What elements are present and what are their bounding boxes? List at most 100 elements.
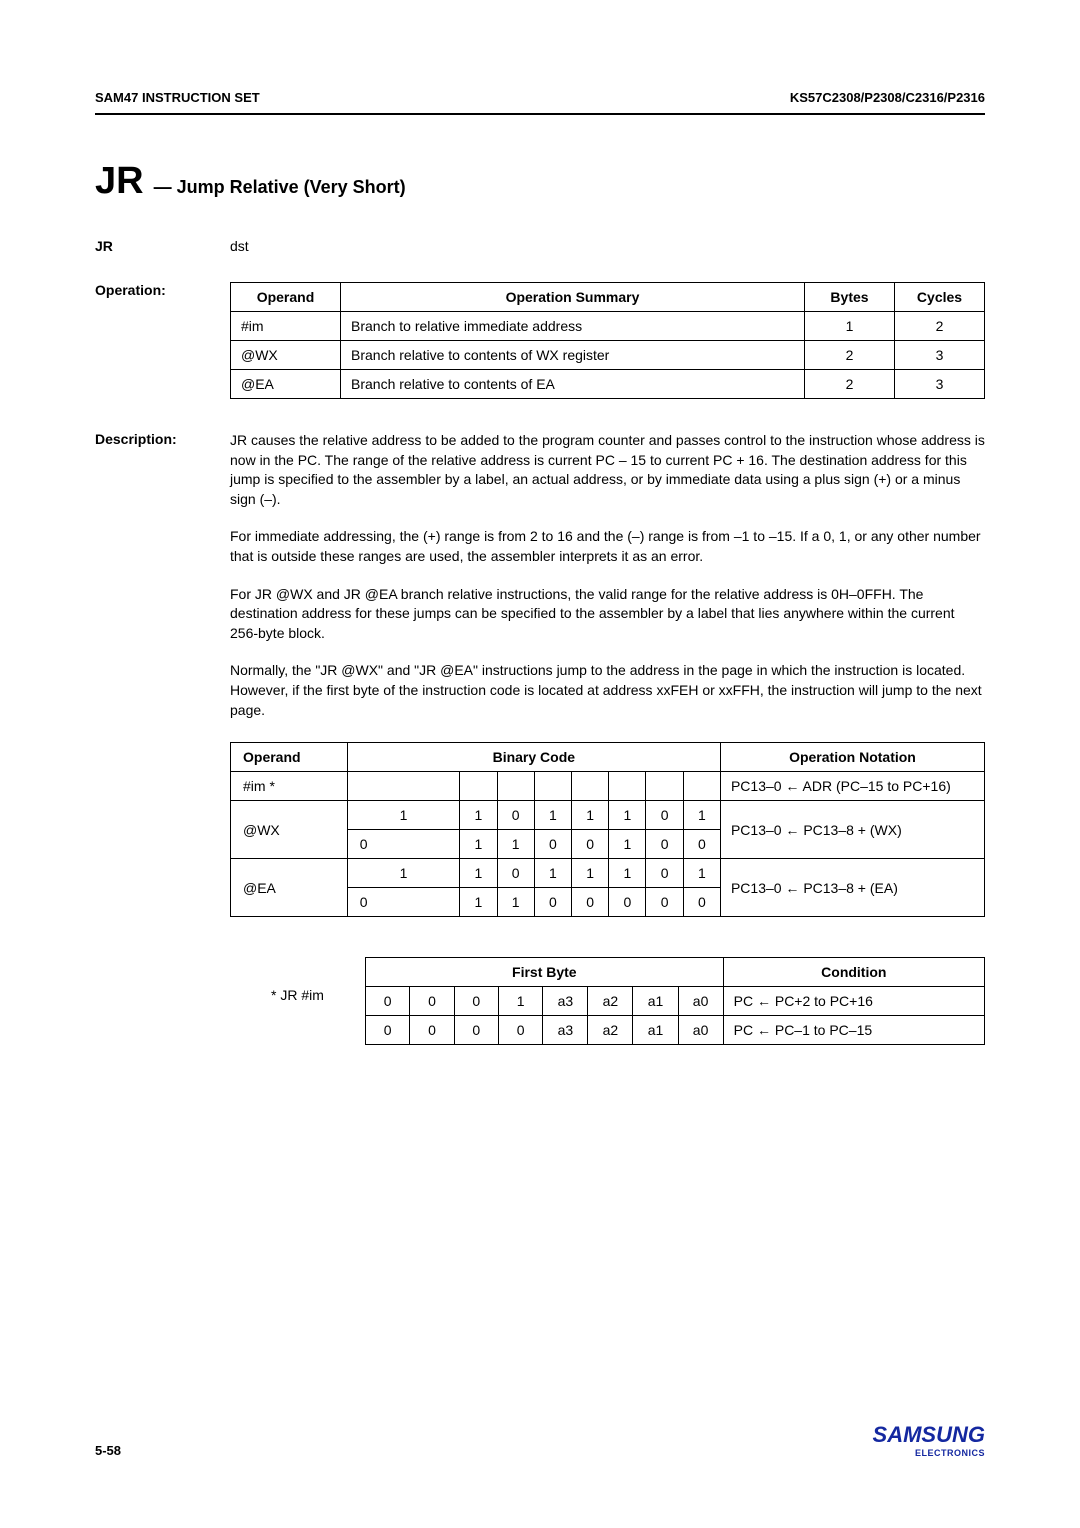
header-left: SAM47 INSTRUCTION SET (95, 90, 260, 105)
first-byte-table: First Byte Condition 0 0 0 1 a3 a2 a1 a0… (365, 957, 985, 1045)
logo-subtext: ELECTRONICS (873, 1448, 985, 1458)
col-operand: Operand (231, 743, 348, 772)
bit-cell: 0 (683, 888, 720, 917)
bit-cell (497, 772, 534, 801)
table-row: 0 0 0 1 a3 a2 a1 a0 PC ← PC+2 to PC+16 (366, 987, 985, 1016)
bit-cell (534, 772, 571, 801)
bit-cell: 0 (347, 888, 460, 917)
bit-cell: 1 (609, 830, 646, 859)
bit-cell: 1 (460, 830, 497, 859)
bit-cell (460, 772, 497, 801)
operation-table: Operand Operation Summary Bytes Cycles #… (230, 282, 985, 399)
bit-cell: 0 (572, 830, 609, 859)
bit-cell: a0 (678, 987, 723, 1016)
bit-cell: a1 (633, 1016, 678, 1045)
jr-label: JR (95, 238, 230, 254)
bit-cell: 0 (534, 830, 571, 859)
bit-cell: 0 (534, 888, 571, 917)
bit-cell: 0 (454, 1016, 498, 1045)
col-first-byte: First Byte (366, 958, 724, 987)
col-notation: Operation Notation (720, 743, 984, 772)
bit-cell: 1 (683, 801, 720, 830)
bit-cell: 1 (534, 801, 571, 830)
page-number: 5-58 (95, 1443, 121, 1458)
page-title: JR — Jump Relative (Very Short) (95, 160, 985, 203)
bit-cell: 0 (683, 830, 720, 859)
first-byte-label: * JR #im (230, 957, 365, 1003)
col-cycles: Cycles (895, 283, 985, 312)
cell: Branch relative to contents of WX regist… (341, 341, 805, 370)
col-binary-code: Binary Code (347, 743, 720, 772)
bit-cell: 0 (366, 1016, 410, 1045)
bit-cell: 1 (683, 859, 720, 888)
title-desc: — Jump Relative (Very Short) (154, 177, 406, 198)
bit-cell: 1 (497, 888, 534, 917)
bit-cell: 1 (497, 830, 534, 859)
operation-label: Operation: (95, 282, 230, 399)
col-operand: Operand (231, 283, 341, 312)
cell: #im (231, 312, 341, 341)
bit-cell: 1 (572, 859, 609, 888)
operation-section: Operation: Operand Operation Summary Byt… (95, 282, 985, 399)
bit-cell: 0 (646, 888, 683, 917)
description-label: Description: (95, 431, 230, 1045)
bit-cell (347, 772, 460, 801)
binary-code-table: Operand Binary Code Operation Notation #… (230, 742, 985, 917)
bit-cell: 1 (460, 801, 497, 830)
table-row: @EA Branch relative to contents of EA 2 … (231, 370, 985, 399)
bit-cell: a3 (543, 1016, 588, 1045)
desc-para: For immediate addressing, the (+) range … (230, 527, 985, 566)
desc-para: For JR @WX and JR @EA branch relative in… (230, 585, 985, 644)
bit-cell: a2 (588, 987, 633, 1016)
table-row: @WX 1 1 0 1 1 1 0 1 PC13–0 ← PC13–8 + (W… (231, 801, 985, 830)
table-header-row: Operand Operation Summary Bytes Cycles (231, 283, 985, 312)
description-body: JR causes the relative address to be add… (230, 431, 985, 1045)
cell: 2 (895, 312, 985, 341)
cell: 3 (895, 370, 985, 399)
bit-cell: a3 (543, 987, 588, 1016)
bit-cell: 1 (460, 859, 497, 888)
bit-cell: 1 (347, 801, 460, 830)
bit-cell: 0 (347, 830, 460, 859)
bit-cell: 0 (410, 987, 454, 1016)
col-bytes: Bytes (805, 283, 895, 312)
description-section: Description: JR causes the relative addr… (95, 431, 985, 1045)
bit-cell: 0 (410, 1016, 454, 1045)
page-footer: 5-58 SAMSUNG ELECTRONICS (95, 1422, 985, 1458)
cell: @WX (231, 801, 348, 859)
notation-cell: PC13–0 ← PC13–8 + (WX) (720, 801, 984, 859)
bit-cell: 0 (572, 888, 609, 917)
header-right: KS57C2308/P2308/C2316/P2316 (790, 90, 985, 105)
table-row: @WX Branch relative to contents of WX re… (231, 341, 985, 370)
cell: 2 (805, 341, 895, 370)
bit-cell (646, 772, 683, 801)
table-row: @EA 1 1 0 1 1 1 0 1 PC13–0 ← PC13–8 + (E… (231, 859, 985, 888)
bit-cell: a2 (588, 1016, 633, 1045)
logo-text: SAMSUNG (873, 1422, 985, 1448)
bit-cell: 0 (646, 830, 683, 859)
cell: @WX (231, 341, 341, 370)
condition-cell: PC ← PC–1 to PC–15 (723, 1016, 984, 1045)
table-header-row: First Byte Condition (366, 958, 985, 987)
table-row: 0 0 0 0 a3 a2 a1 a0 PC ← PC–1 to PC–15 (366, 1016, 985, 1045)
table-row: #im * PC13–0 ← ADR (PC–15 to PC+16) (231, 772, 985, 801)
bit-cell: 0 (646, 859, 683, 888)
cell: @EA (231, 859, 348, 917)
cell: Branch relative to contents of EA (341, 370, 805, 399)
bit-cell: 1 (460, 888, 497, 917)
jr-value: dst (230, 238, 985, 254)
col-summary: Operation Summary (341, 283, 805, 312)
bit-cell: 1 (609, 801, 646, 830)
bit-cell (683, 772, 720, 801)
bit-cell: 0 (497, 859, 534, 888)
cell: 3 (895, 341, 985, 370)
bit-cell: 1 (347, 859, 460, 888)
notation-cell: PC13–0 ← ADR (PC–15 to PC+16) (720, 772, 984, 801)
bit-cell: 1 (609, 859, 646, 888)
bit-cell: 0 (609, 888, 646, 917)
cell: 2 (805, 370, 895, 399)
bit-cell: a0 (678, 1016, 723, 1045)
notation-cell: PC13–0 ← PC13–8 + (EA) (720, 859, 984, 917)
bit-cell (572, 772, 609, 801)
table-row: #im Branch to relative immediate address… (231, 312, 985, 341)
